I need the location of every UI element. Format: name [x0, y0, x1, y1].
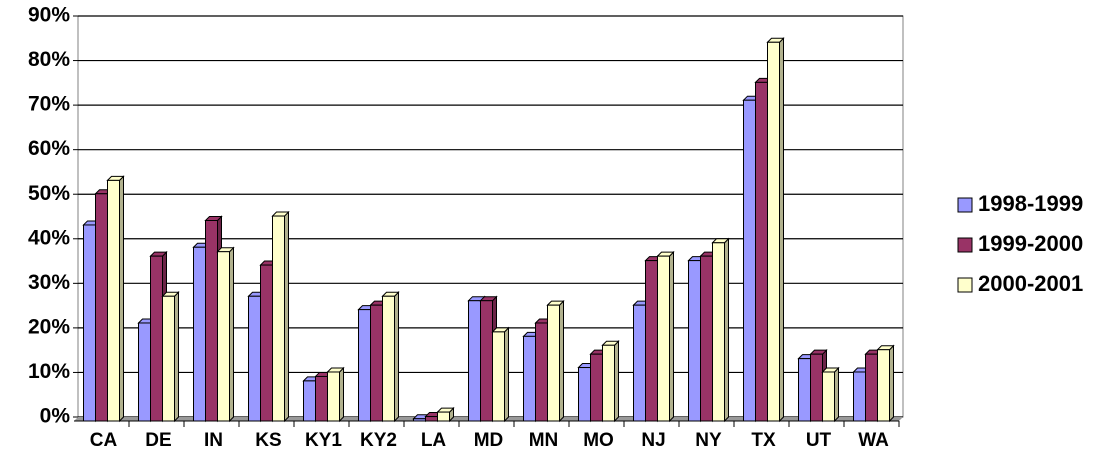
bar: [205, 220, 218, 422]
bar: [370, 304, 383, 422]
bar-side: [889, 344, 894, 423]
x-tick-label: KS: [255, 430, 281, 451]
bar: [315, 375, 328, 422]
bar: [413, 418, 426, 422]
bar: [83, 224, 96, 422]
bar: [767, 41, 780, 422]
x-tick-label: TX: [751, 430, 776, 451]
x-tick-label: DE: [145, 430, 171, 451]
bar: [193, 246, 206, 422]
bar: [822, 371, 835, 422]
bar-side: [724, 237, 729, 423]
bar-side: [779, 37, 784, 423]
bar: [95, 193, 108, 422]
bar-side: [614, 340, 619, 423]
bar: [480, 300, 493, 422]
bar-side: [669, 250, 674, 423]
bar-side: [339, 366, 344, 423]
bar: [303, 380, 316, 422]
y-tick-label: 50%: [28, 182, 70, 205]
bar: [877, 349, 890, 422]
bar-side: [229, 246, 234, 423]
x-tick-label: KY2: [360, 430, 397, 451]
bar-side: [119, 175, 124, 423]
bar: [657, 255, 670, 422]
bar: [327, 371, 340, 422]
x-tick-label: NJ: [641, 430, 665, 451]
bar: [798, 358, 811, 422]
bar: [272, 215, 285, 422]
bar: [425, 416, 438, 422]
bar: [590, 353, 603, 422]
bar: [523, 335, 536, 422]
bar: [358, 309, 371, 422]
bar-side: [394, 291, 399, 423]
bar-side: [559, 299, 564, 423]
x-tick-label: MO: [583, 430, 614, 451]
legend-swatch: [957, 277, 973, 293]
y-tick-label: 20%: [28, 315, 70, 338]
bar-side: [174, 291, 179, 423]
bar: [535, 322, 548, 422]
legend-swatch: [957, 237, 973, 253]
x-tick-label: CA: [90, 430, 118, 451]
bar: [602, 344, 615, 422]
bar: [492, 331, 505, 422]
legend-label: 2000-2001: [978, 271, 1083, 296]
x-tick-label: WA: [858, 430, 889, 451]
x-tick-label: LA: [421, 430, 447, 451]
bar-side: [284, 210, 289, 423]
bar: [382, 295, 395, 422]
bar: [107, 179, 120, 422]
y-tick-label: 10%: [28, 360, 70, 383]
x-tick-label: KY1: [305, 430, 342, 451]
bar: [437, 411, 450, 422]
y-tick-label: 90%: [28, 4, 70, 27]
bar: [700, 255, 713, 422]
bar: [248, 295, 261, 422]
legend-label: 1998-1999: [978, 191, 1083, 216]
bar: [743, 99, 756, 422]
bar: [810, 353, 823, 422]
bar: [547, 304, 560, 422]
bar: [468, 300, 481, 422]
bar: [138, 322, 151, 422]
y-tick-label: 70%: [28, 93, 70, 116]
y-tick-label: 60%: [28, 137, 70, 160]
bar: [755, 81, 768, 422]
bar: [853, 371, 866, 422]
y-tick-label: 40%: [28, 226, 70, 249]
bar: [578, 367, 591, 422]
x-tick-label: MN: [529, 430, 559, 451]
bar: [150, 255, 163, 422]
bar-side: [504, 326, 509, 423]
y-tick-label: 80%: [28, 48, 70, 71]
bar: [633, 304, 646, 422]
legend-label: 1999-2000: [978, 231, 1083, 256]
y-tick-label: 30%: [28, 271, 70, 294]
bar: [645, 260, 658, 422]
bar-side: [834, 366, 839, 423]
bar: [260, 264, 273, 422]
bar: [712, 242, 725, 422]
legend-swatch: [957, 197, 973, 213]
x-tick-label: NY: [695, 430, 722, 451]
bar: [162, 295, 175, 422]
bar: [688, 260, 701, 422]
x-tick-label: UT: [806, 430, 832, 451]
y-tick-label: 0%: [40, 405, 71, 428]
x-tick-label: MD: [474, 430, 504, 451]
x-tick-label: IN: [204, 430, 223, 451]
bar: [865, 353, 878, 422]
bar: [217, 251, 230, 422]
